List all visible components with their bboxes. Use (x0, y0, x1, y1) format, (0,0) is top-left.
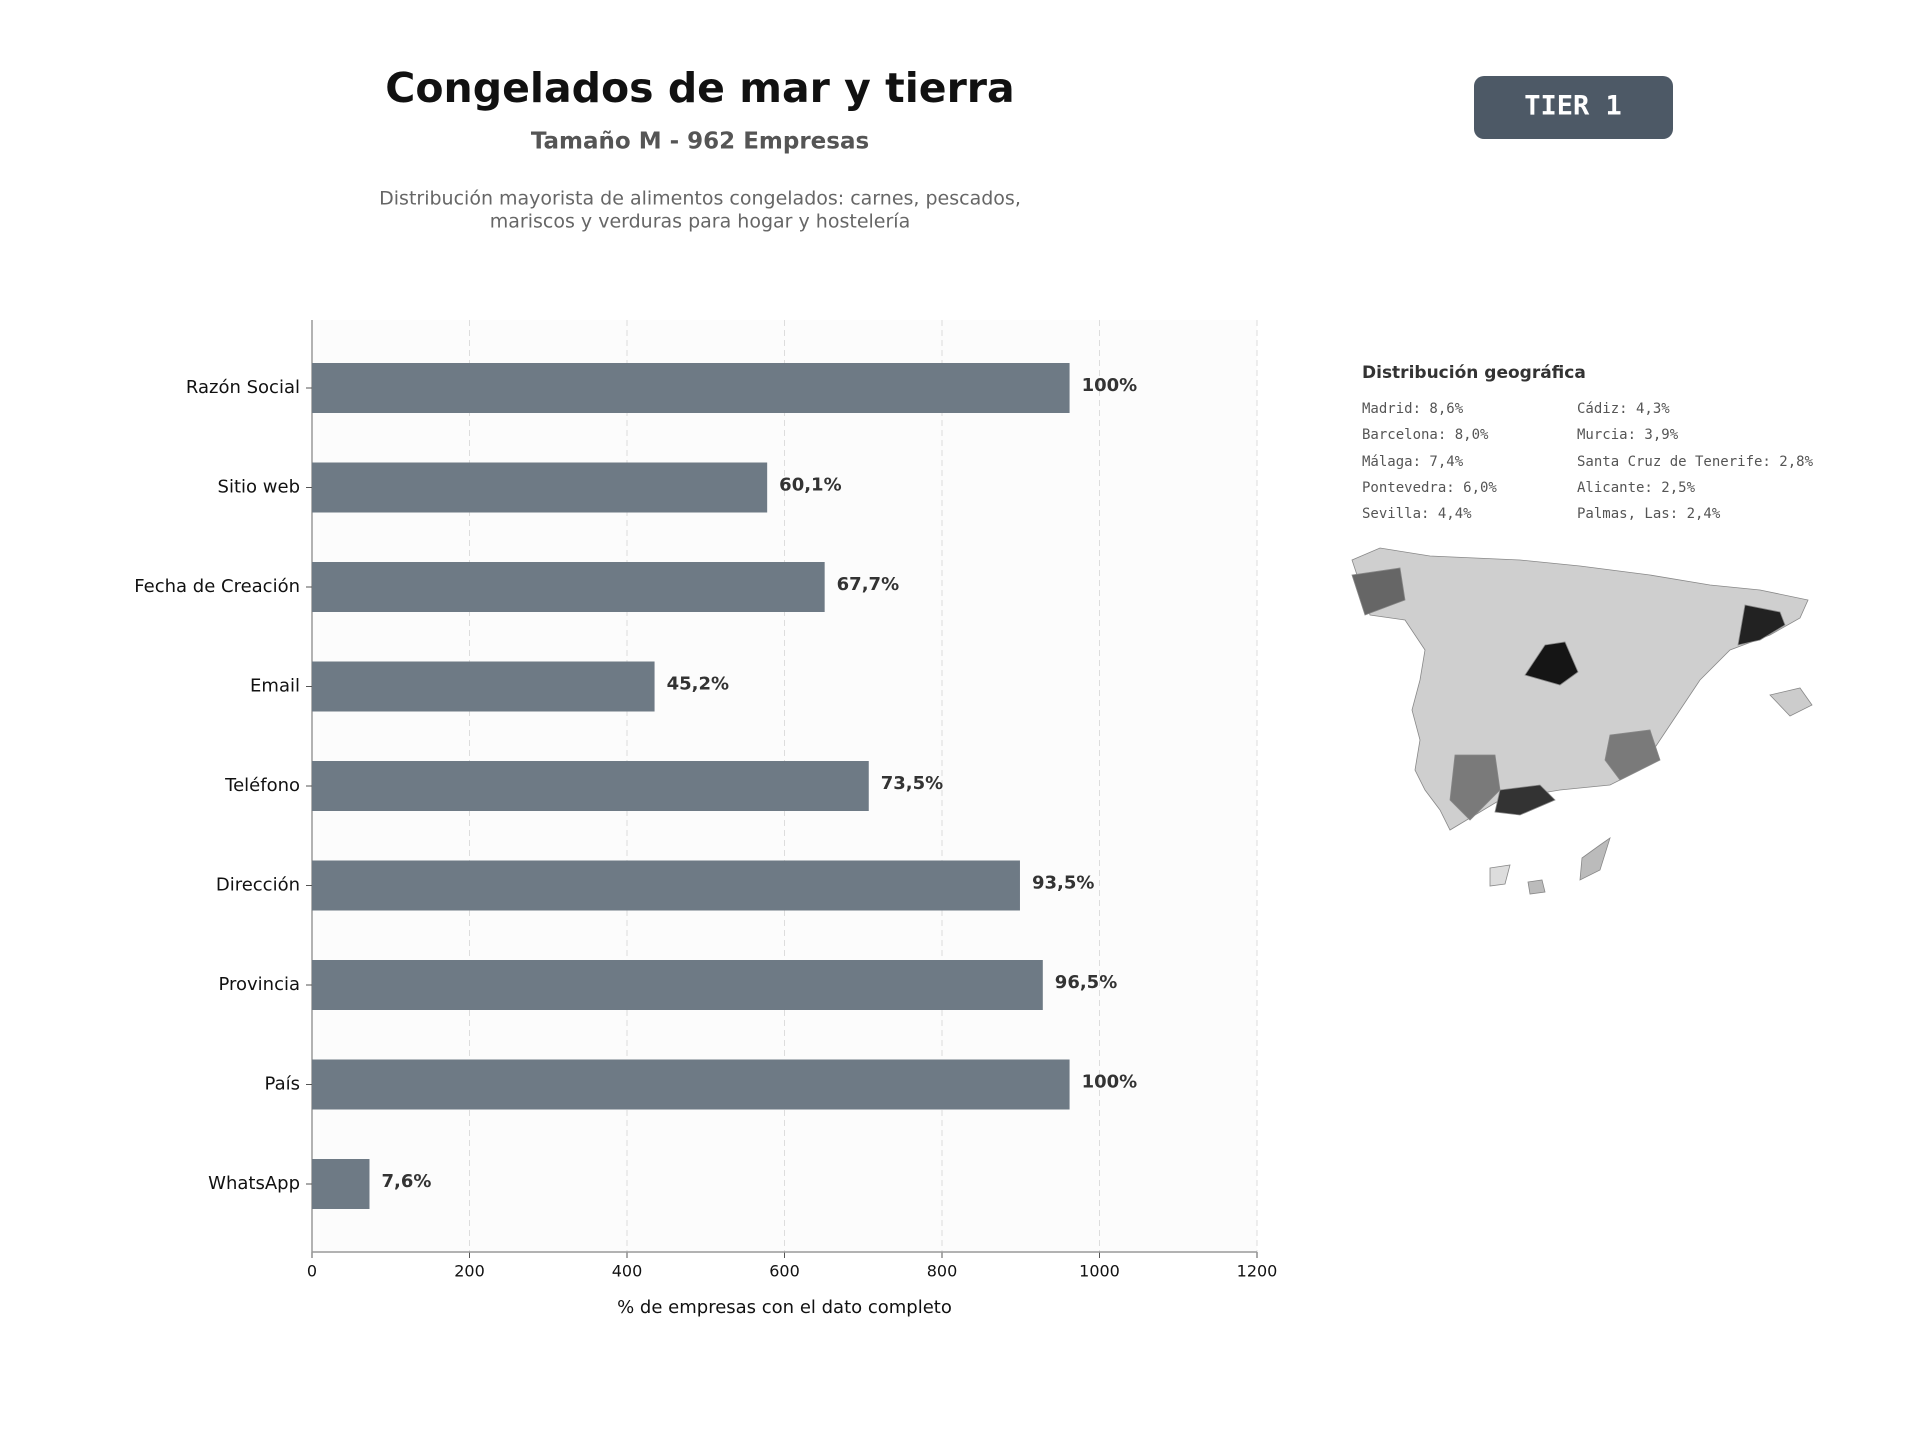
geo-item: Madrid: 8,6% (1362, 401, 1464, 417)
geo-item: Málaga: 7,4% (1362, 454, 1464, 470)
x-tick-label: 800 (927, 1262, 958, 1281)
y-tick-label: Razón Social (186, 377, 300, 398)
geo-item: Sevilla: 4,4% (1362, 506, 1472, 522)
value-label: 93,5% (1032, 873, 1094, 894)
bar (312, 1159, 370, 1209)
map (1351, 547, 1813, 895)
y-tick-label: País (265, 1074, 300, 1095)
bar (312, 363, 1070, 413)
map-island (1527, 879, 1546, 895)
bar (312, 562, 825, 612)
map-land (1351, 547, 1809, 831)
value-label: 67,7% (837, 574, 899, 595)
value-label: 60,1% (779, 475, 841, 496)
x-tick-label: 1000 (1079, 1262, 1120, 1281)
geo-item: Cádiz: 4,3% (1577, 401, 1670, 417)
bar (312, 661, 655, 712)
badge (1474, 76, 1673, 139)
description: Distribución mayorista de alimentos cong… (379, 188, 1021, 210)
x-tick-label: 200 (454, 1262, 485, 1281)
map-island (1769, 687, 1813, 717)
geo-item: Palmas, Las: 2,4% (1577, 506, 1721, 522)
geo-item: Pontevedra: 6,0% (1362, 480, 1497, 496)
y-tick-label: Email (250, 676, 300, 697)
x-axis-label: % de empresas con el dato completo (617, 1297, 952, 1318)
bar (312, 860, 1020, 911)
geo-title: Distribución geográfica (1362, 363, 1586, 383)
value-label: 45,2% (667, 674, 729, 695)
map-island (1579, 836, 1611, 881)
bar (312, 960, 1043, 1010)
map-region (1351, 567, 1406, 616)
badge-text: TIER 1 (1524, 91, 1622, 122)
x-tick-label: 600 (769, 1262, 800, 1281)
value-label: 100% (1082, 1072, 1138, 1093)
y-tick-label: Teléfono (224, 775, 300, 796)
map-region (1449, 754, 1501, 821)
value-label: 96,5% (1055, 972, 1117, 993)
y-tick-label: Sitio web (218, 477, 300, 498)
subtitle: Tamaño M - 962 Empresas (531, 129, 869, 155)
geo-item: Murcia: 3,9% (1577, 427, 1679, 443)
geo-item: Barcelona: 8,0% (1362, 427, 1489, 443)
title: Congelados de mar y tierra (385, 64, 1014, 112)
map-region (1494, 784, 1556, 816)
geo-item: Santa Cruz de Tenerife: 2,8% (1577, 454, 1814, 470)
bar (312, 462, 768, 513)
bar (312, 1059, 1070, 1110)
y-tick-label: Provincia (218, 974, 300, 995)
x-tick-label: 0 (307, 1262, 317, 1281)
map-region (1737, 604, 1786, 646)
x-tick-label: 400 (612, 1262, 643, 1281)
value-label: 7,6% (381, 1171, 431, 1192)
value-label: 73,5% (881, 773, 943, 794)
map-region (1604, 729, 1661, 781)
y-tick-label: WhatsApp (208, 1173, 300, 1194)
value-label: 100% (1082, 375, 1138, 396)
x-tick-label: 1200 (1237, 1262, 1278, 1281)
bar (312, 761, 869, 811)
description: mariscos y verduras para hogar y hostele… (490, 211, 910, 233)
geo-item: Alicante: 2,5% (1577, 480, 1696, 496)
y-tick-label: Dirección (216, 875, 300, 896)
map-region (1524, 641, 1579, 686)
map-island (1489, 864, 1511, 887)
y-tick-label: Fecha de Creación (134, 576, 300, 597)
